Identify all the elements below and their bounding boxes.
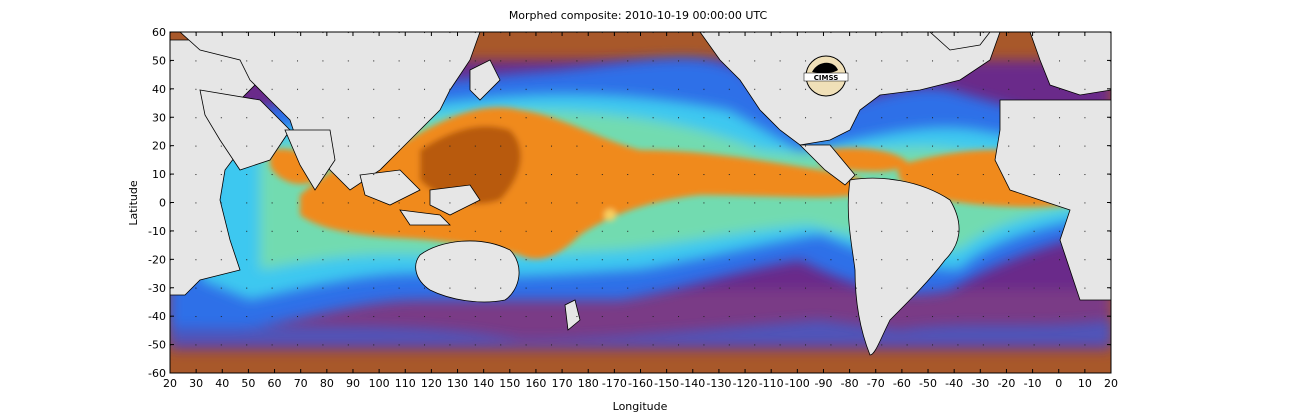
- y-tick-label: -30: [148, 282, 166, 295]
- y-tick-label: 10: [152, 168, 166, 181]
- x-tick-label: 110: [395, 377, 416, 390]
- x-tick-label: -140: [680, 377, 705, 390]
- x-tick-label: 100: [369, 377, 390, 390]
- x-tick-label: -100: [785, 377, 810, 390]
- x-tick-label: 90: [346, 377, 360, 390]
- map-title: Morphed composite: 2010-10-19 00:00:00 U…: [509, 9, 768, 22]
- y-tick-label: -40: [148, 310, 166, 323]
- y-tick-label: -50: [148, 339, 166, 352]
- x-tick-label: 160: [525, 377, 546, 390]
- x-tick-label: -80: [841, 377, 859, 390]
- x-tick-label: -30: [971, 377, 989, 390]
- x-tick-label: 180: [578, 377, 599, 390]
- x-tick-label: 0: [1055, 377, 1062, 390]
- logo-text: CIMSS: [814, 74, 838, 82]
- y-axis-ticks: 60 50 40 30 20 10 0 -10 -20 -30 -40 -50 -60: [148, 26, 1111, 380]
- x-tick-label: 140: [473, 377, 494, 390]
- x-tick-label: 80: [320, 377, 334, 390]
- x-tick-label: -120: [733, 377, 758, 390]
- x-tick-label: 20: [163, 377, 177, 390]
- x-tick-label: -160: [628, 377, 653, 390]
- x-tick-label: -20: [997, 377, 1015, 390]
- x-tick-label: -90: [814, 377, 832, 390]
- x-tick-label: 50: [241, 377, 255, 390]
- y-axis-label: Latitude: [127, 180, 140, 226]
- x-tick-label: 120: [421, 377, 442, 390]
- y-tick-label: 40: [152, 83, 166, 96]
- grid-dots: [170, 32, 1111, 373]
- x-tick-label: 70: [294, 377, 308, 390]
- x-tick-label: 130: [447, 377, 468, 390]
- y-tick-label: 50: [152, 54, 166, 67]
- x-tick-label: -60: [893, 377, 911, 390]
- x-tick-label: -150: [654, 377, 679, 390]
- x-tick-label: 40: [215, 377, 229, 390]
- x-tick-label: 150: [499, 377, 520, 390]
- x-tick-label: 170: [552, 377, 573, 390]
- x-tick-label: 10: [1078, 377, 1092, 390]
- x-tick-label: -40: [945, 377, 963, 390]
- map-plot-area: [170, 32, 1111, 373]
- x-axis-ticks: 20 30 40 50 60 70 80 90 100 110 120 130 140 150 160 170…: [163, 32, 1118, 390]
- x-tick-label: -130: [706, 377, 731, 390]
- x-tick-label: 20: [1104, 377, 1118, 390]
- x-tick-label: -10: [1024, 377, 1042, 390]
- cimss-logo: CIMSS: [803, 55, 849, 97]
- y-tick-label: 60: [152, 26, 166, 39]
- y-tick-label: -60: [148, 367, 166, 380]
- x-axis-label: Longitude: [613, 400, 668, 413]
- x-tick-label: 30: [189, 377, 203, 390]
- x-tick-label: -110: [759, 377, 784, 390]
- y-tick-label: 30: [152, 111, 166, 124]
- y-tick-label: 20: [152, 140, 166, 153]
- x-tick-label: -170: [602, 377, 627, 390]
- y-tick-label: -20: [148, 253, 166, 266]
- x-tick-label: -50: [919, 377, 937, 390]
- y-tick-label: 0: [159, 197, 166, 210]
- x-tick-label: 60: [268, 377, 282, 390]
- x-tick-label: -70: [867, 377, 885, 390]
- y-tick-label: -10: [148, 225, 166, 238]
